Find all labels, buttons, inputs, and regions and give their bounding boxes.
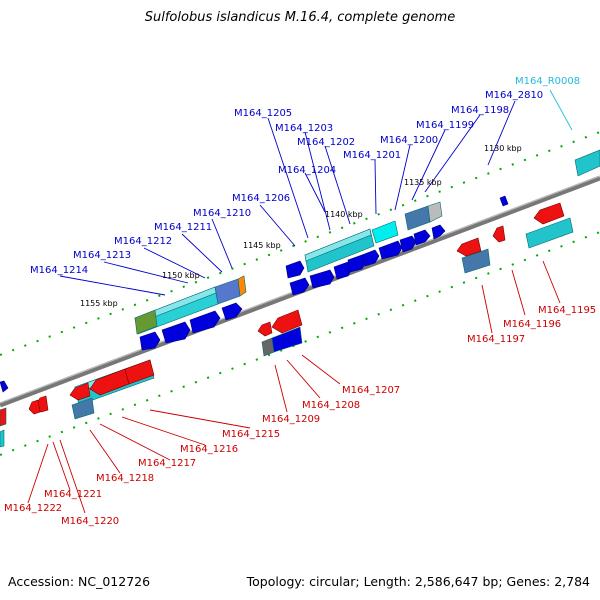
gene-label[interactable]: M164_1214 <box>30 265 88 276</box>
gene-label[interactable]: M164_1212 <box>114 236 172 247</box>
rna-gene-label[interactable]: M164_R0008 <box>515 76 580 87</box>
gene-label[interactable]: M164_1222 <box>4 503 62 514</box>
gene-arrow[interactable] <box>309 269 335 289</box>
gene-arrow[interactable] <box>333 261 353 280</box>
gene-label[interactable]: M164_1215 <box>222 429 280 440</box>
gene-label[interactable]: M164_1221 <box>44 489 102 500</box>
gene-label[interactable]: M164_1216 <box>180 444 238 455</box>
gene-label[interactable]: M164_1200 <box>380 135 438 146</box>
gene-arrow[interactable] <box>69 382 91 401</box>
gene-label[interactable]: M164_1211 <box>154 222 212 233</box>
gene-arrow[interactable] <box>413 229 431 246</box>
leader-line-rna <box>549 89 573 131</box>
gene-label[interactable]: M164_1207 <box>342 385 400 396</box>
forward-genes <box>0 195 573 393</box>
gene-label[interactable]: M164_1208 <box>302 400 360 411</box>
gene-arrow[interactable] <box>499 195 509 207</box>
gene-arrow[interactable] <box>378 240 403 260</box>
scale-label-1140: 1140 kbp <box>325 210 363 219</box>
gene-label[interactable]: M164_2810 <box>485 90 543 101</box>
scale-label-1150: 1150 kbp <box>162 271 200 280</box>
scale-label-1130: 1130 kbp <box>484 144 522 153</box>
scale-label-1135: 1135 kbp <box>404 178 442 187</box>
gene-label[interactable]: M164_1195 <box>538 305 596 316</box>
gene-label[interactable]: M164_1213 <box>73 250 131 261</box>
gene-label[interactable]: M164_1204 <box>278 165 336 176</box>
gene-label[interactable]: M164_1220 <box>61 516 119 527</box>
gene-arrow[interactable] <box>189 310 221 334</box>
gene-arrow[interactable] <box>0 380 9 393</box>
gene-label[interactable]: M164_1209 <box>262 414 320 425</box>
gene-label[interactable]: M164_1218 <box>96 473 154 484</box>
scale-label-1155: 1155 kbp <box>80 299 118 308</box>
gene-label[interactable]: M164_1198 <box>451 105 509 116</box>
gene-label[interactable]: M164_1202 <box>297 137 355 148</box>
tick-track-upper <box>0 131 600 356</box>
gene-arrow[interactable] <box>431 224 446 240</box>
gene-arrow[interactable] <box>361 249 380 267</box>
reverse-genes <box>28 202 565 415</box>
gene-arrow[interactable] <box>161 321 191 344</box>
leader-lines-top <box>59 100 516 296</box>
gene-arrow[interactable] <box>28 399 41 415</box>
gene-arrow[interactable] <box>271 309 303 334</box>
gene-arrow[interactable] <box>139 331 161 351</box>
gene-label[interactable]: M164_1205 <box>234 108 292 119</box>
gene-arrow[interactable] <box>285 260 305 279</box>
gene-label[interactable]: M164_1206 <box>232 193 290 204</box>
gene-arrow[interactable] <box>257 321 273 337</box>
gene-label[interactable]: M164_1197 <box>467 334 525 345</box>
leader-lines-bottom <box>27 260 561 514</box>
gene-arrow[interactable] <box>347 254 367 273</box>
gene-arrow[interactable] <box>221 302 243 321</box>
topology-summary-text: Topology: circular; Length: 2,586,647 bp… <box>246 574 590 589</box>
gene-label[interactable]: M164_1203 <box>275 123 333 134</box>
gene-label[interactable]: M164_1196 <box>503 319 561 330</box>
gene-arrow[interactable] <box>533 202 565 225</box>
accession-text: Accession: NC_012726 <box>8 574 151 589</box>
gene-label[interactable]: M164_1201 <box>343 150 401 161</box>
map-title: Sulfolobus islandicus M.16.4, complete g… <box>144 10 456 25</box>
gene-arrow[interactable] <box>289 277 310 296</box>
gene-arrow[interactable] <box>89 368 130 396</box>
gene-label[interactable]: M164_1217 <box>138 458 196 469</box>
gene-label[interactable]: M164_1199 <box>416 120 474 131</box>
gene-arrow[interactable] <box>399 235 417 253</box>
scale-label-1145: 1145 kbp <box>243 241 281 250</box>
gene-arrow[interactable] <box>124 359 155 385</box>
gene-arrow[interactable] <box>492 225 506 243</box>
gene-arrow[interactable] <box>456 237 482 257</box>
tick-track-lower <box>0 231 600 456</box>
gene-label[interactable]: M164_1210 <box>193 208 251 219</box>
